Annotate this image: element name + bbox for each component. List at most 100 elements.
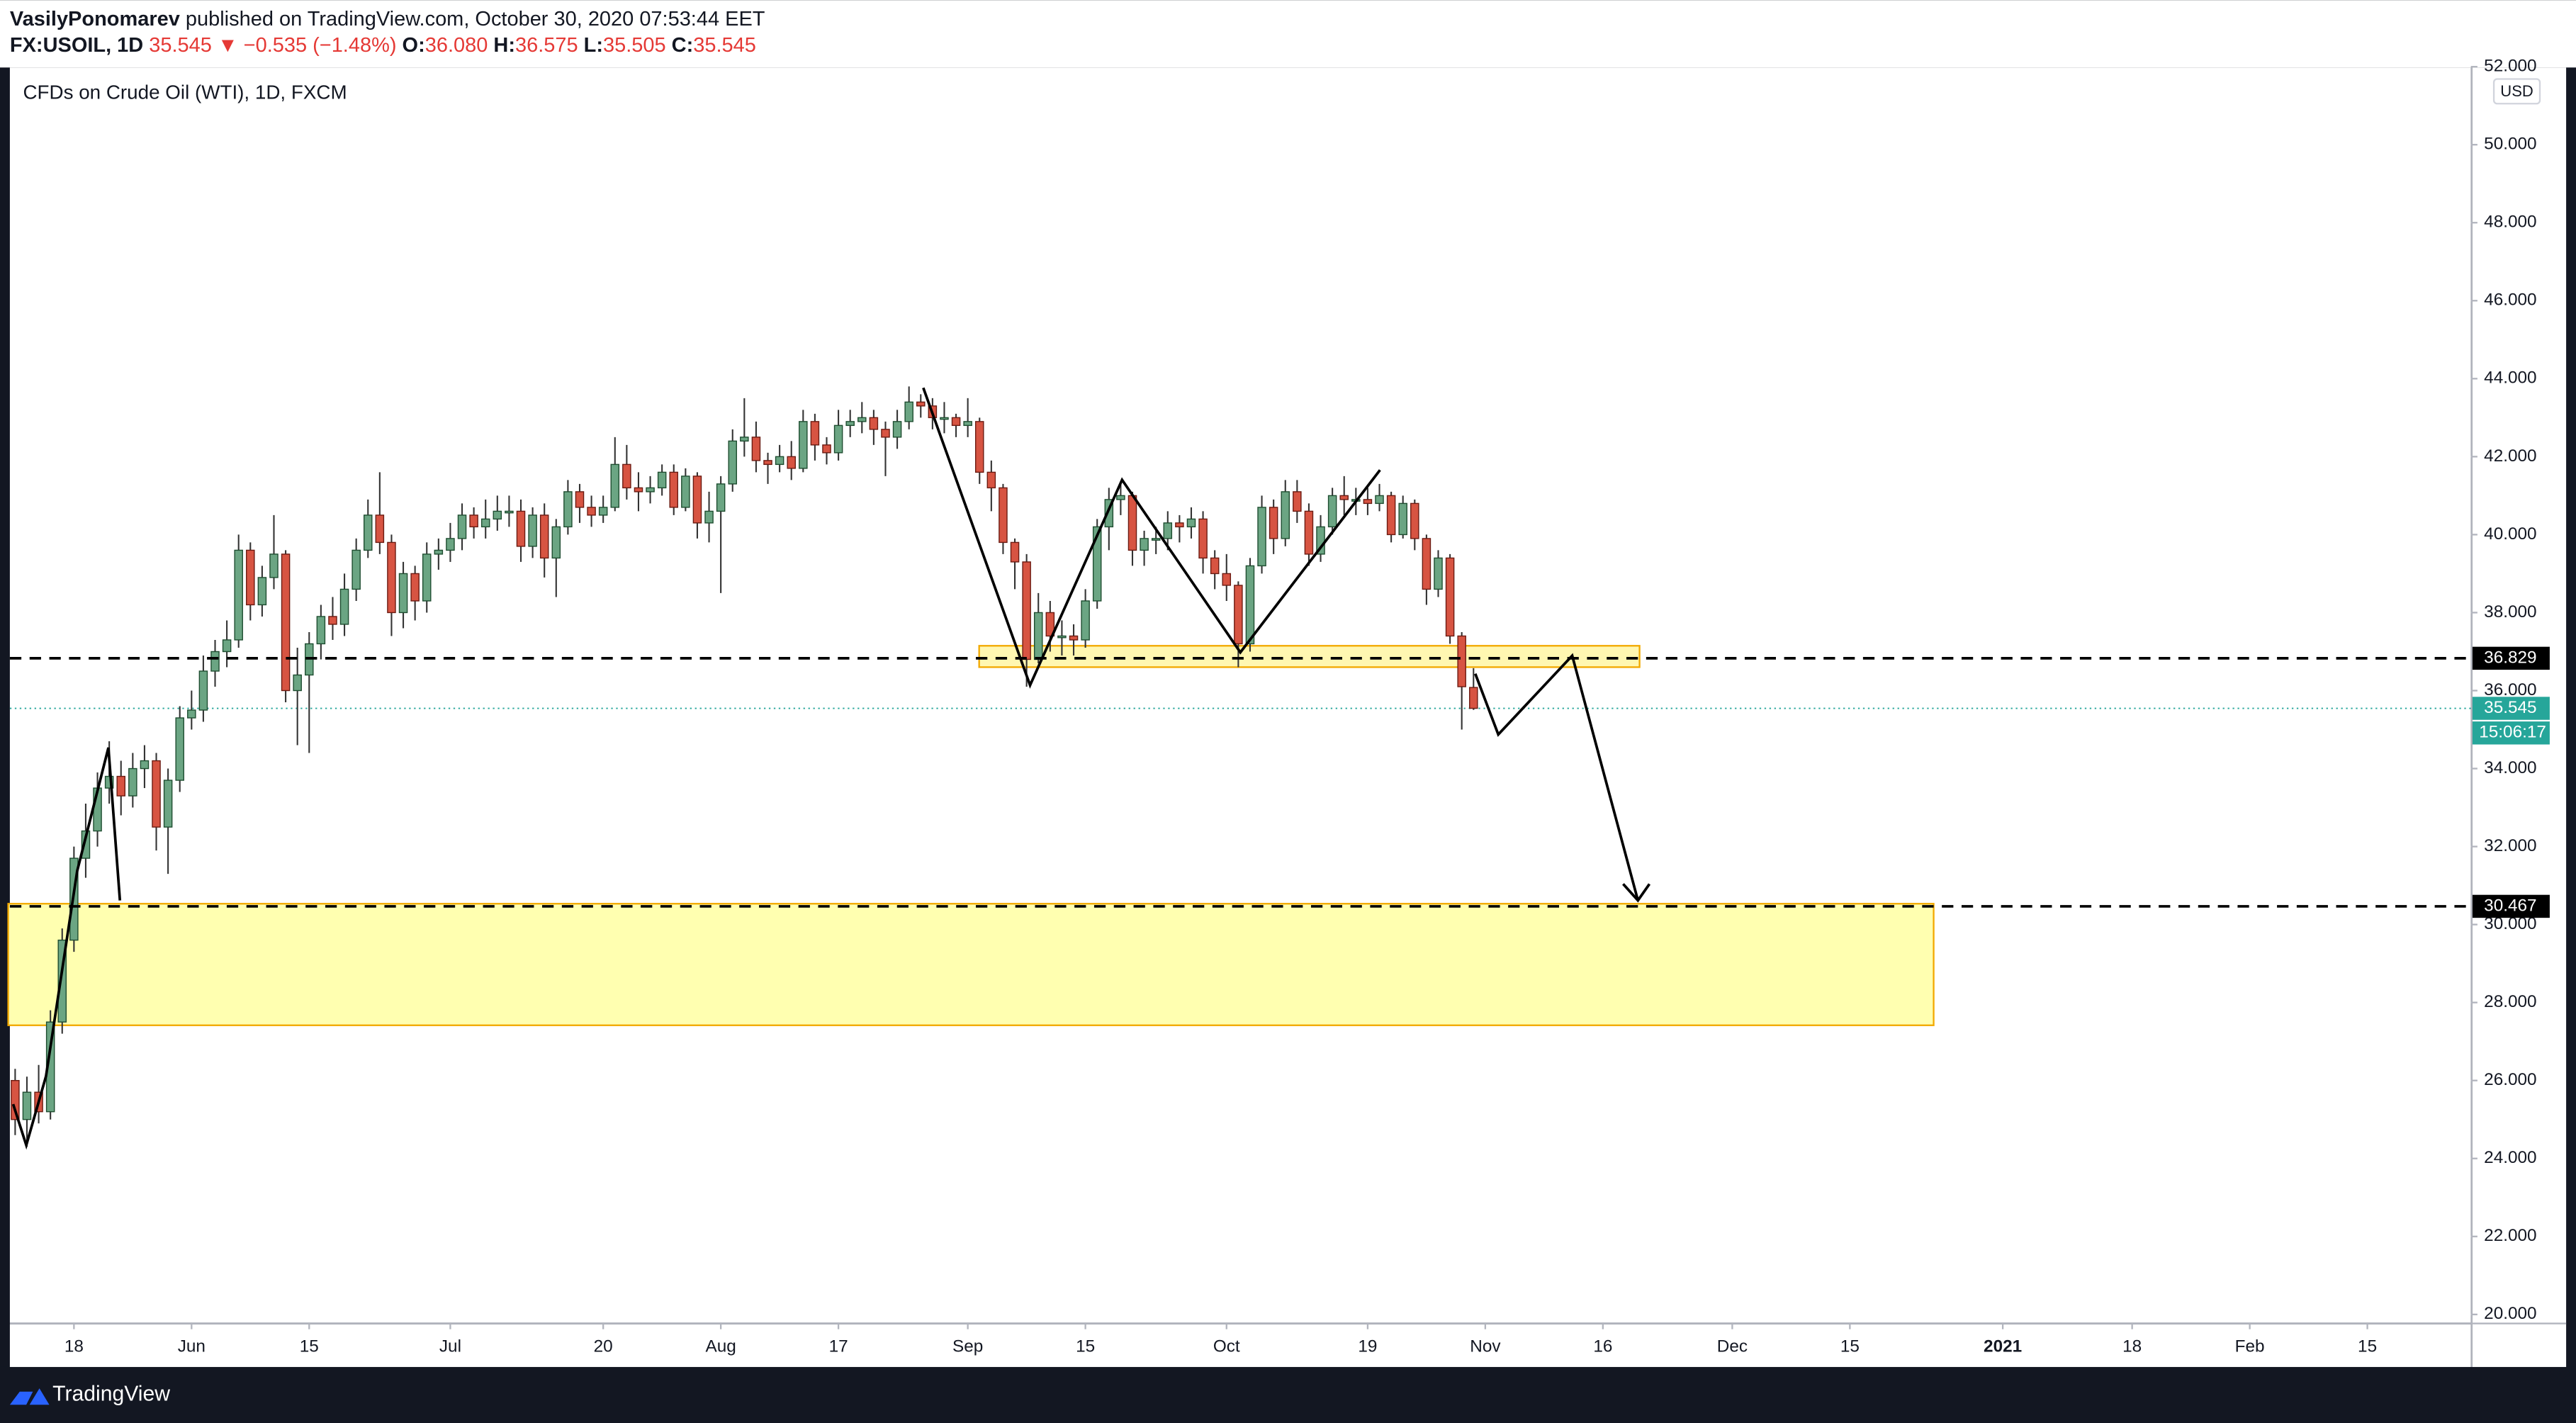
candle-body — [457, 514, 467, 539]
candle-body — [1375, 495, 1384, 505]
candle-body — [1210, 557, 1220, 575]
candle-body — [986, 471, 996, 489]
plot-bg — [9, 67, 2471, 1323]
currency-badge — [2492, 78, 2541, 105]
level-label: 36.829 — [2484, 648, 2536, 667]
candle-body — [269, 553, 279, 578]
candle-body — [163, 780, 173, 828]
symbol: FX:USOIL, 1D — [10, 34, 143, 57]
candle-body — [81, 830, 91, 859]
candle-body — [1045, 612, 1055, 637]
countdown-bg — [2472, 721, 2550, 745]
candle-body — [1234, 585, 1243, 645]
candle-body — [446, 538, 455, 551]
ohlc-value: 35.545 — [693, 34, 756, 57]
candle-body — [1081, 600, 1090, 641]
candle-body — [1469, 687, 1478, 709]
candle-body — [563, 491, 573, 528]
candle-body — [1327, 495, 1337, 528]
last-price-label: 35.545 — [2484, 698, 2536, 717]
candle-body — [940, 417, 949, 420]
candle-body — [974, 421, 984, 473]
candle-body — [1339, 495, 1349, 500]
candle-body — [1363, 499, 1373, 505]
y-tick-label: 50.000 — [2484, 135, 2536, 154]
candle-body — [234, 549, 243, 641]
candle-body — [892, 421, 902, 438]
candle-body — [728, 440, 737, 485]
projection-line — [1474, 653, 1640, 901]
candle-body — [116, 775, 126, 797]
candle-body — [1422, 538, 1432, 590]
candle-body — [1104, 499, 1114, 528]
candle-body — [434, 549, 444, 555]
candle-body — [210, 651, 220, 672]
chart-title: CFDs on Crude Oil (WTI), 1D, FXCM — [23, 81, 347, 103]
candle-body — [704, 510, 714, 524]
candle-body — [480, 518, 490, 528]
brand: TradingView — [52, 1382, 170, 1405]
published: published on TradingView.com, October 30… — [186, 8, 765, 30]
candle-body — [610, 463, 620, 508]
header-line: VasilyPonomarev published on TradingView… — [10, 8, 765, 30]
candle-body — [469, 514, 478, 528]
candle-body — [1304, 510, 1314, 555]
candle-body — [810, 421, 820, 446]
x-tick-label: 15 — [1840, 1337, 1860, 1356]
x-tick-label: 18 — [2122, 1337, 2142, 1356]
y-tick-label: 34.000 — [2484, 758, 2536, 777]
candle-body — [175, 717, 184, 781]
candle-body — [1269, 507, 1278, 539]
candle-body — [657, 471, 667, 489]
candle-body — [1140, 538, 1149, 551]
candle-body — [222, 639, 232, 653]
x-tick-label: Aug — [705, 1337, 736, 1356]
author: VasilyPonomarev — [10, 8, 180, 30]
candle-body — [775, 456, 784, 466]
trend-line — [922, 387, 1381, 689]
x-tick-label: 16 — [1593, 1337, 1612, 1356]
candle-body — [1057, 635, 1067, 639]
candle-body — [869, 417, 879, 430]
candle-body — [822, 444, 831, 454]
candle-body — [1457, 635, 1466, 687]
x-tick-label: 18 — [64, 1337, 84, 1356]
candle-body — [916, 401, 926, 407]
candle-body — [398, 573, 408, 614]
candle-body — [198, 670, 208, 711]
x-tick-label: 17 — [829, 1337, 848, 1356]
trend-line — [11, 747, 122, 1150]
candle-body — [622, 463, 631, 489]
y-tick-label: 42.000 — [2484, 446, 2536, 466]
ohlc-label: O: — [403, 34, 425, 57]
candle-body — [281, 553, 291, 692]
candle-body — [740, 437, 749, 442]
currency: USD — [2500, 82, 2533, 100]
x-tick-label: 15 — [1076, 1337, 1095, 1356]
candle-body — [1386, 495, 1396, 536]
candle-body — [1163, 522, 1173, 539]
candle-body — [528, 514, 537, 547]
candle-body — [493, 510, 502, 520]
candle-body — [787, 456, 796, 469]
ohlc-label: C: — [672, 34, 694, 57]
candle-body — [1257, 507, 1266, 567]
candle-body — [1022, 561, 1031, 660]
last: 35.545 — [149, 34, 212, 57]
candle-body — [339, 588, 349, 625]
candle-body — [11, 1080, 20, 1120]
candle-body — [293, 674, 302, 692]
y-tick-label: 20.000 — [2484, 1304, 2536, 1323]
candle-body — [845, 421, 855, 427]
candle-body — [551, 526, 561, 559]
candle-body — [128, 767, 137, 797]
last-price-bg — [2472, 697, 2550, 720]
x-tick-label: Sep — [952, 1337, 983, 1356]
resistance-zone — [978, 645, 1641, 668]
logo — [9, 1388, 50, 1405]
y-tick-label: 48.000 — [2484, 213, 2536, 232]
y-tick-label: 40.000 — [2484, 524, 2536, 544]
countdown: 15:06:17 — [2479, 723, 2546, 742]
candle-body — [57, 939, 67, 1023]
